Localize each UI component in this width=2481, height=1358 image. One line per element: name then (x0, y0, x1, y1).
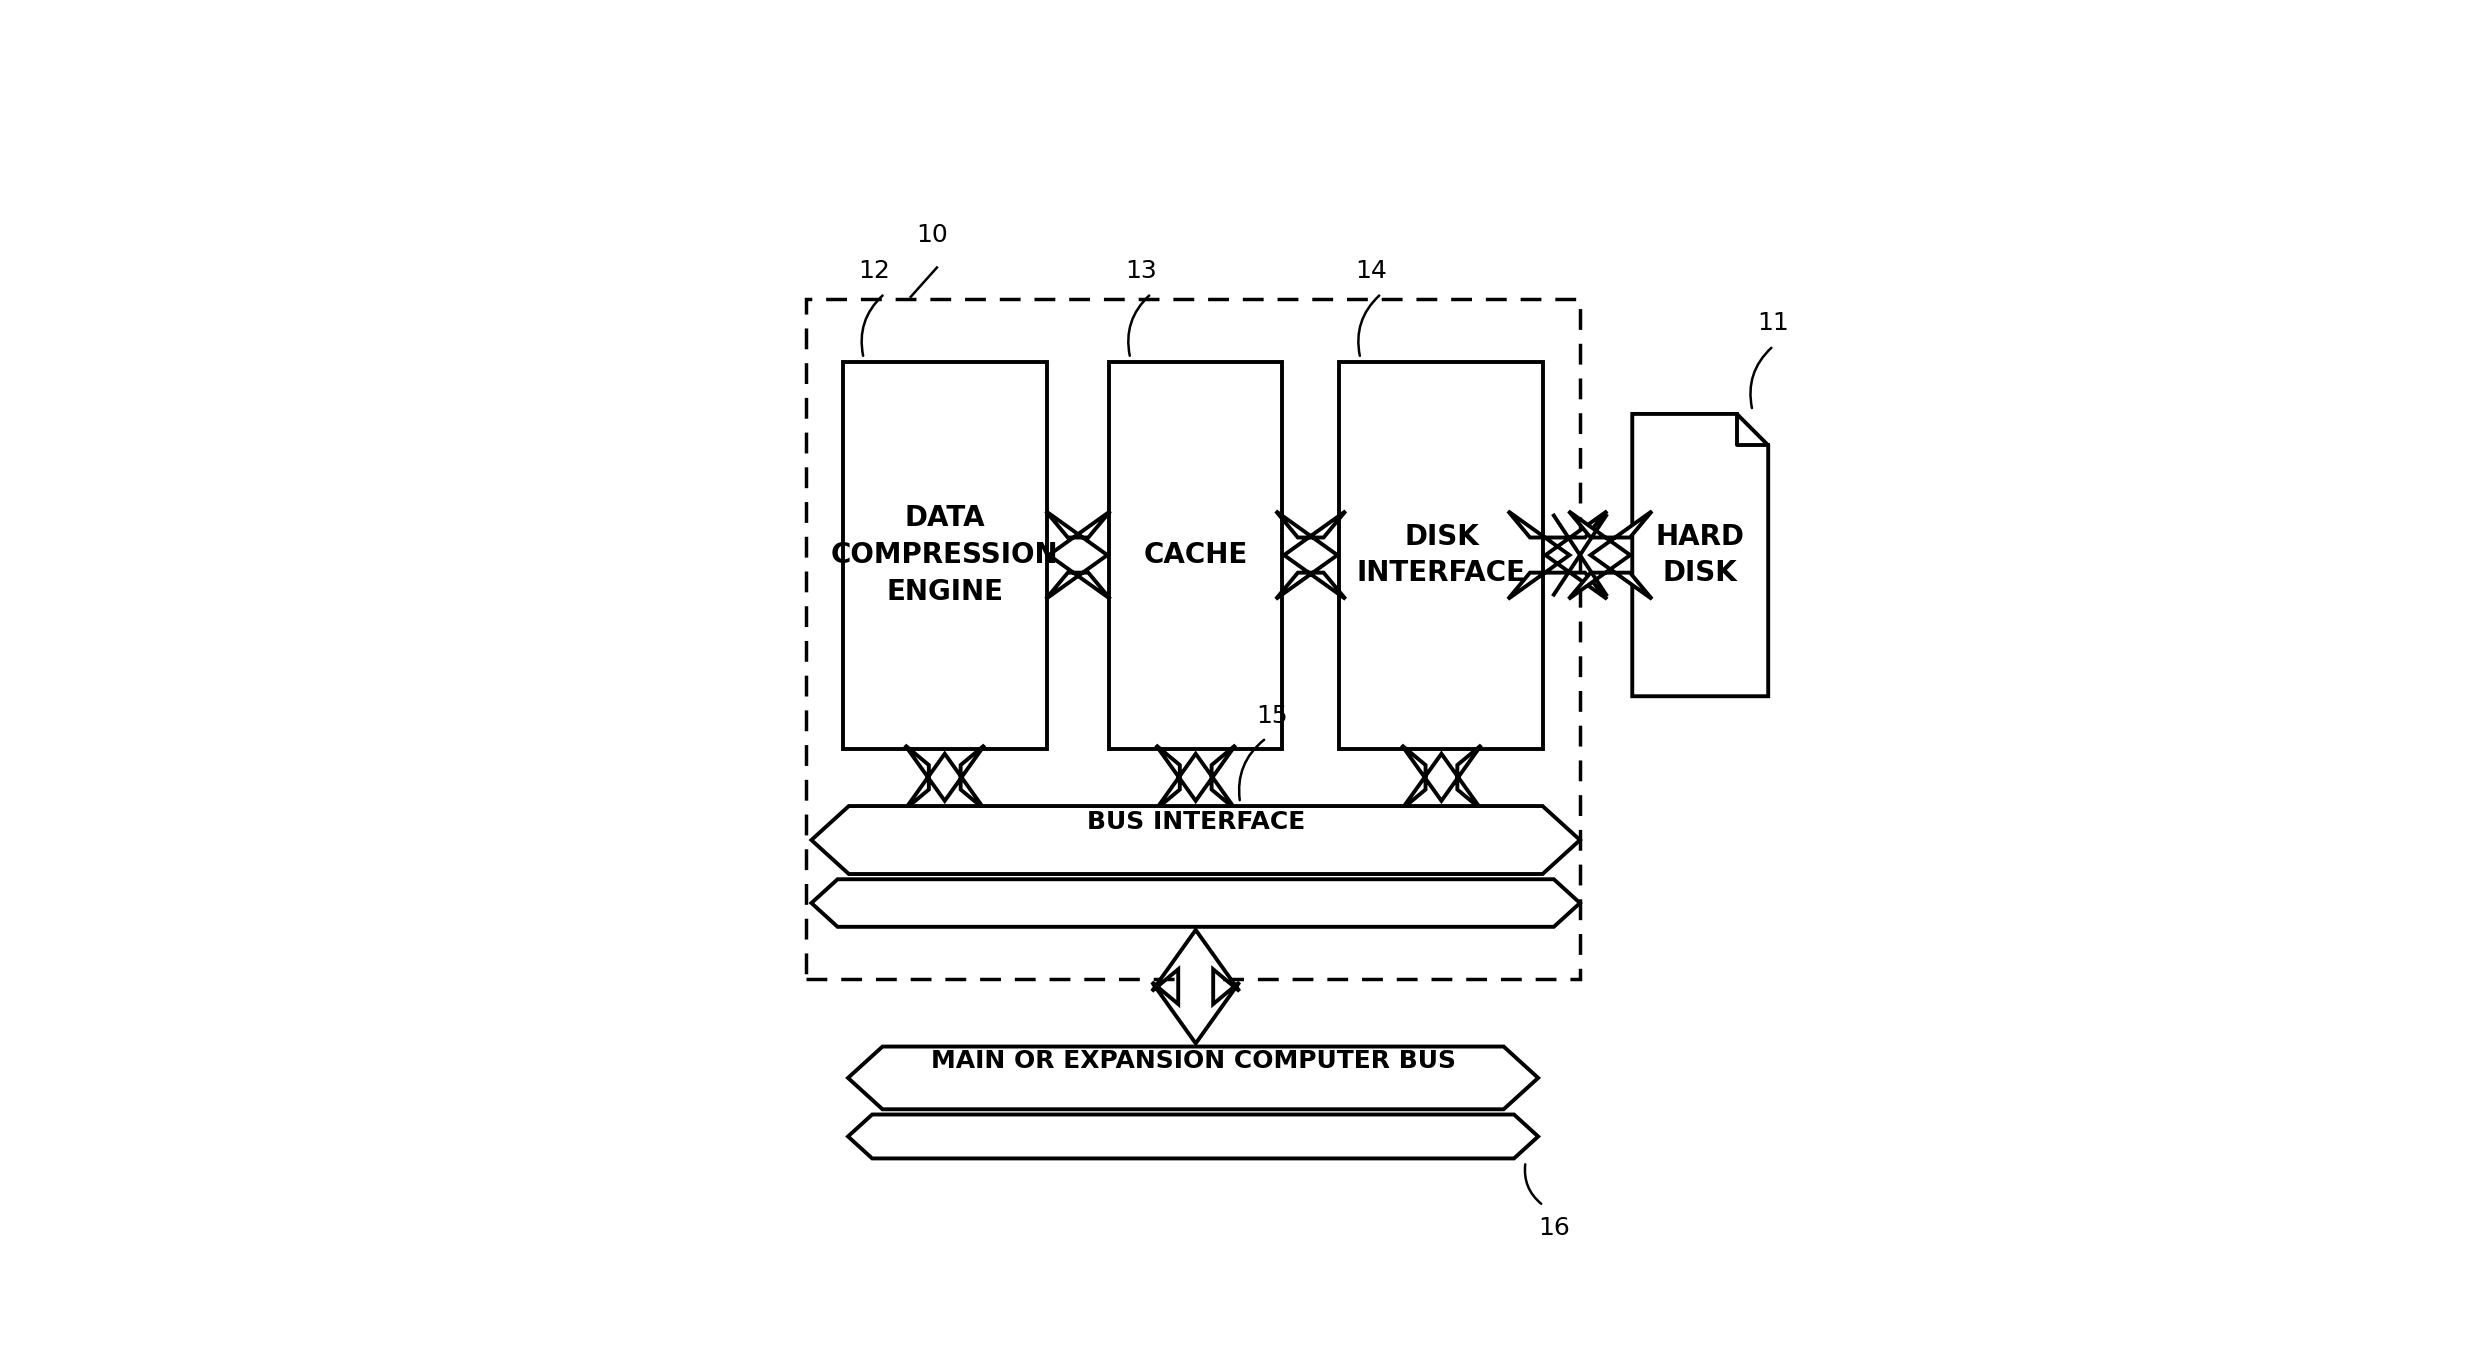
Text: 10: 10 (915, 223, 948, 247)
Text: BUS INTERFACE: BUS INTERFACE (1087, 809, 1305, 834)
Text: 11: 11 (1757, 311, 1789, 335)
Polygon shape (1156, 746, 1236, 809)
Text: 15: 15 (1255, 703, 1288, 728)
Text: DISK
INTERFACE: DISK INTERFACE (1357, 523, 1526, 588)
Text: DATA
COMPRESSION
ENGINE: DATA COMPRESSION ENGINE (831, 504, 1059, 606)
Polygon shape (906, 746, 985, 809)
Polygon shape (1568, 511, 1652, 599)
Polygon shape (849, 1047, 1538, 1109)
Bar (844, 361, 1047, 748)
Text: CACHE: CACHE (1144, 540, 1248, 569)
Polygon shape (1508, 511, 1608, 599)
Bar (806, 299, 1580, 979)
Text: HARD
DISK: HARD DISK (1655, 523, 1744, 588)
Polygon shape (811, 807, 1580, 875)
Polygon shape (1151, 930, 1240, 1043)
Polygon shape (1402, 746, 1481, 809)
Text: MAIN OR EXPANSION COMPUTER BUS: MAIN OR EXPANSION COMPUTER BUS (930, 1048, 1456, 1073)
Text: 16: 16 (1538, 1215, 1570, 1240)
Bar (1109, 361, 1283, 748)
Text: 14: 14 (1355, 259, 1387, 284)
Text: 12: 12 (858, 259, 891, 284)
Polygon shape (1275, 511, 1345, 599)
Polygon shape (1047, 511, 1111, 599)
Polygon shape (849, 1115, 1538, 1158)
Polygon shape (1632, 414, 1769, 697)
Text: 13: 13 (1124, 259, 1156, 284)
Bar (1340, 361, 1543, 748)
Polygon shape (811, 879, 1580, 926)
